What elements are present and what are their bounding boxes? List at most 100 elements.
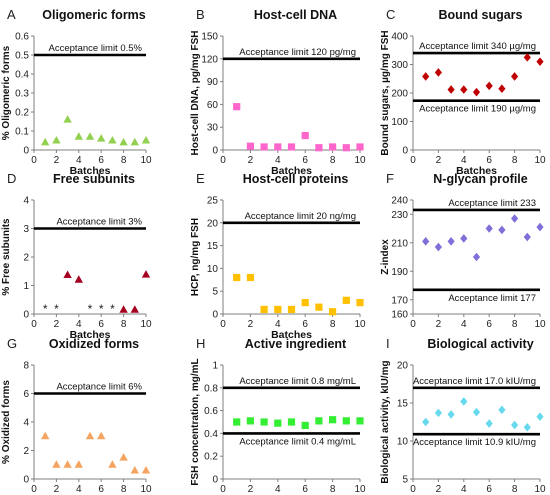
y-tick-label: 190: [391, 267, 408, 278]
x-tick-label: 2: [54, 155, 60, 166]
data-point: [119, 453, 128, 461]
data-point: [434, 408, 442, 418]
data-point: [523, 423, 531, 432]
data-point: [63, 115, 72, 123]
data-point: [63, 460, 72, 468]
asterisk-marker: *: [88, 302, 93, 316]
acceptance-limit-label: Acceptance limit 0.5%: [49, 43, 143, 54]
acceptance-limit-label: Acceptance limit 340 µg/mg: [419, 41, 536, 52]
y-tick-label: 0: [23, 146, 29, 157]
y-axis-label: % Oligomeric forms: [1, 45, 12, 140]
y-tick-label: 200: [391, 89, 408, 100]
y-tick-label: 0.4: [204, 429, 218, 440]
y-tick-label: 20: [397, 361, 409, 372]
data-point: [536, 222, 544, 232]
data-point: [342, 417, 350, 425]
y-tick-label: 1: [23, 281, 29, 292]
data-point: [41, 431, 50, 440]
data-point: [315, 303, 323, 311]
data-point: [301, 131, 309, 140]
panel-letter: E: [196, 171, 205, 186]
asterisk-marker: *: [54, 302, 59, 316]
y-tick-label: 0: [23, 310, 29, 321]
y-tick-label: 15: [207, 241, 219, 252]
data-point: [246, 417, 254, 425]
data-point: [141, 136, 151, 144]
y-tick-label: 20: [207, 218, 219, 229]
data-point: [536, 412, 544, 421]
data-point: [342, 144, 350, 152]
y-axis-label: Host-cell DNA, pg/mg FSH: [190, 30, 201, 155]
data-point: [246, 142, 254, 150]
data-point: [74, 460, 83, 468]
x-tick-label: 8: [330, 484, 336, 495]
y-axis-label: % Oxidized forms: [1, 380, 12, 464]
data-point: [447, 237, 455, 246]
x-tick-label: 0: [31, 484, 37, 495]
x-tick-label: 4: [275, 484, 281, 495]
data-point: [422, 72, 430, 81]
y-tick-label: 1: [212, 361, 218, 372]
x-tick-label: 4: [461, 155, 467, 166]
y-axis-label: Bound sugars, µg/mg FSH: [380, 30, 391, 155]
panel-letter: C: [386, 7, 395, 22]
x-tick-label: 6: [98, 155, 104, 166]
panel-a: A Oligomeric forms 0 0.1 0.2 0.3 0.4 0.5 0.6 0 2 4 6…: [1, 7, 152, 177]
x-tick-label: 0: [220, 319, 226, 330]
y-tick-label: 60: [207, 100, 219, 111]
acceptance-limit-label: Acceptance limit 6%: [56, 382, 142, 393]
x-tick-label: 2: [436, 484, 442, 495]
x-tick-label: 10: [354, 484, 366, 495]
data-point: [74, 132, 83, 140]
y-tick-label: 5: [212, 287, 218, 298]
x-tick-label: 2: [248, 484, 254, 495]
y-tick-label: 4: [23, 196, 29, 207]
y-tick-label: 15: [397, 399, 409, 410]
panel-letter: D: [7, 171, 16, 186]
data-point: [74, 275, 83, 283]
x-tick-label: 2: [54, 319, 60, 330]
x-axis-label: Batches: [70, 329, 111, 341]
x-tick-label: 4: [461, 484, 467, 495]
y-tick-label: 2: [23, 446, 29, 457]
data-point: [422, 237, 430, 246]
x-tick-label: 8: [512, 155, 518, 166]
data-point: [511, 420, 519, 430]
data-point: [511, 72, 519, 81]
panel-title: Active ingredient: [245, 337, 347, 351]
data-point: [498, 84, 506, 94]
data-point: [141, 465, 151, 474]
panel-letter: F: [386, 171, 394, 186]
y-axis-label: % Free subunits: [1, 218, 12, 296]
panel-f: F N-glycan profile 160 170 190 210 230 240 0 2 4 6 8…: [380, 171, 546, 330]
y-axis-label: Biological activity, kIU/mg: [380, 360, 391, 483]
panel-e: E Host-cell proteins 0 5 10 15 20 25 0 2 4 6 8 10 Batc…: [190, 171, 366, 341]
data-point: [260, 305, 268, 314]
x-tick-label: 6: [486, 484, 492, 495]
panel-letter: H: [196, 336, 205, 351]
y-tick-label: 10: [397, 437, 409, 448]
x-tick-label: 6: [302, 319, 308, 330]
data-point: [233, 273, 241, 282]
x-tick-label: 4: [461, 319, 467, 330]
x-tick-label: 8: [121, 484, 127, 495]
data-point: [342, 296, 350, 304]
acceptance-limit-label: Acceptance limit 0.4 mg/mL: [239, 436, 356, 447]
data-point: [108, 136, 117, 144]
y-tick-label: 0.3: [15, 89, 29, 100]
x-axis-label: Batches: [271, 329, 312, 341]
data-point: [287, 418, 296, 426]
asterisk-marker: *: [99, 302, 104, 316]
x-tick-label: 8: [512, 484, 518, 495]
data-point: [523, 53, 531, 62]
y-tick-label: 8: [23, 361, 29, 372]
data-point: [485, 224, 493, 233]
acceptance-limit-label: Acceptance limit 10.9 kIU/mg: [413, 437, 536, 448]
data-point: [260, 418, 268, 426]
y-tick-label: 0.2: [204, 452, 218, 463]
x-tick-label: 0: [31, 155, 37, 166]
